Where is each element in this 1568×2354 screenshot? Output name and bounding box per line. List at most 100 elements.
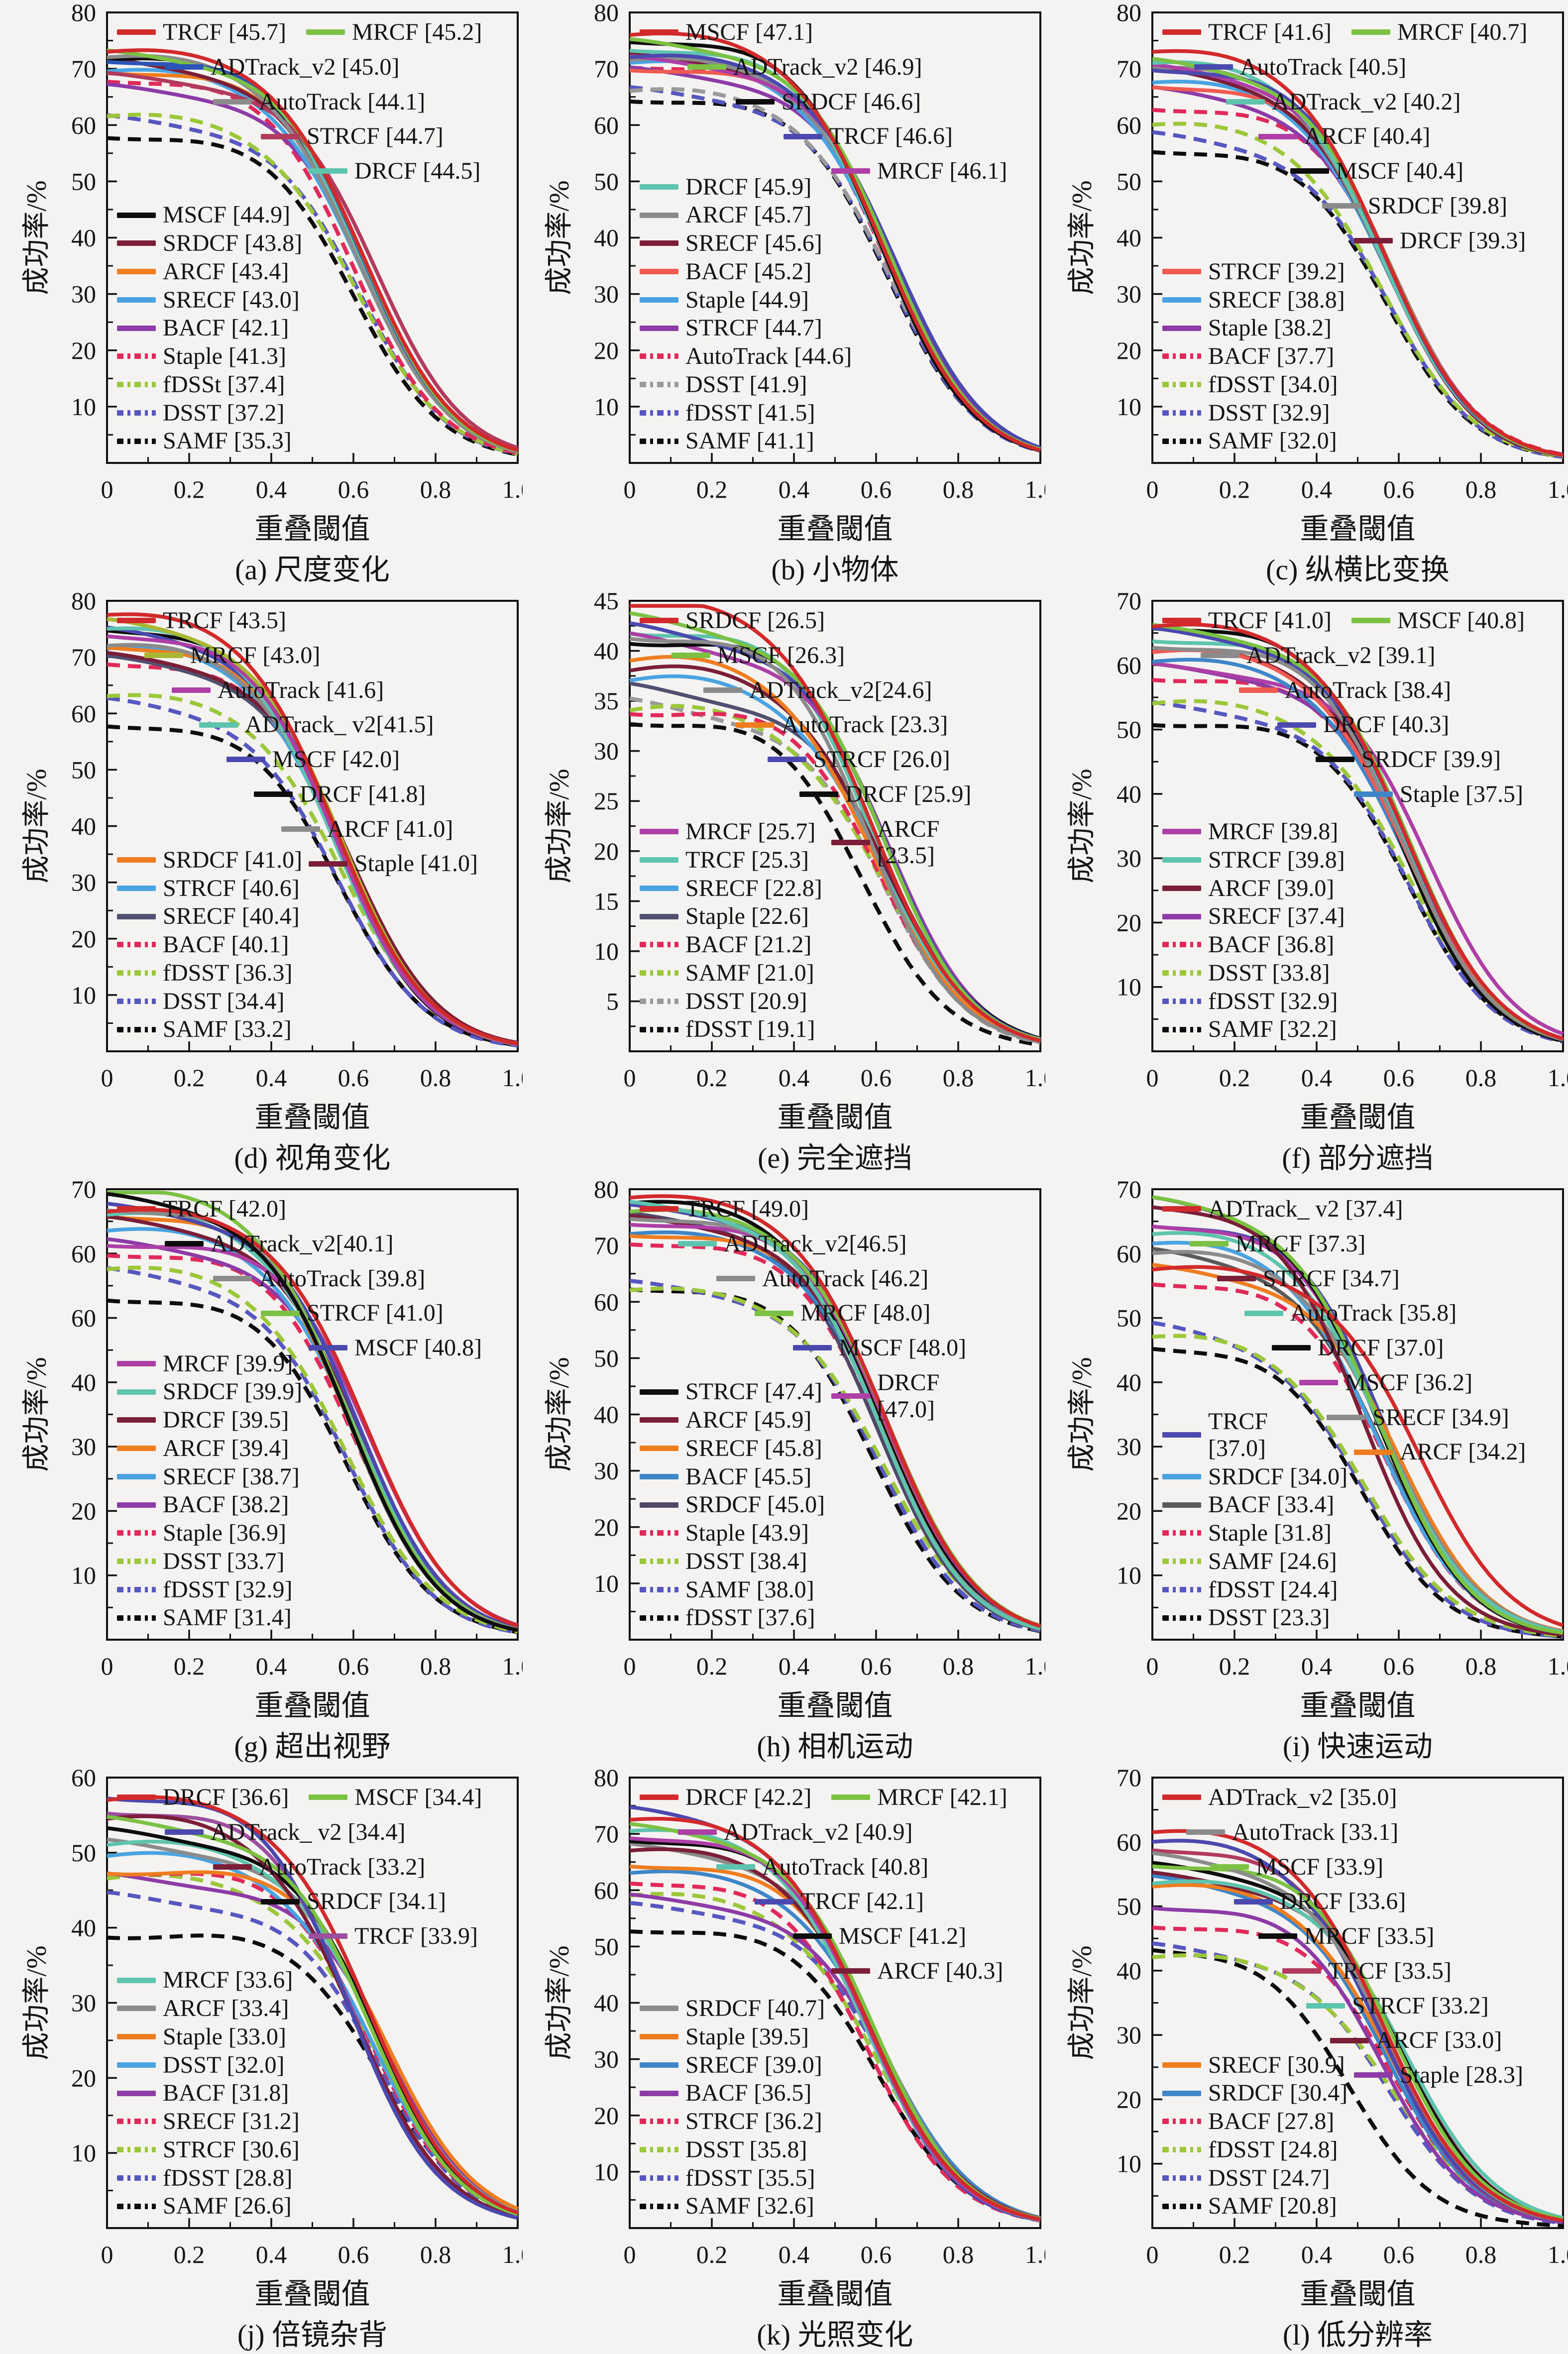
legend-label: AutoTrack [33.1] xyxy=(1232,1818,1399,1845)
line-sample-icon xyxy=(640,2119,678,2125)
legend-label: MSCF [42.0] xyxy=(272,746,400,773)
legend-top-c: TRCF [41.6] MRCF [40.7] AutoTrack [40.5] AD… xyxy=(1162,19,1527,262)
legend-label: ARCF [40.3] xyxy=(877,1957,1004,1984)
legend-entry-a-MSCF: MSCF [44.9] xyxy=(117,202,290,228)
line-sample-icon xyxy=(117,2006,156,2012)
line-sample-icon xyxy=(117,857,156,863)
y-tick-label: 10 xyxy=(71,1562,96,1589)
y-tick-label: 60 xyxy=(594,1288,619,1316)
legend-entry-f-SAMF: SAMF [32.2] xyxy=(1162,1016,1337,1043)
legend-row: DRCF [39.3] xyxy=(1162,227,1527,254)
x-axis-label: 重叠閾值 xyxy=(777,513,893,545)
legend-label: ARCF [45.7] xyxy=(685,202,812,228)
legend-entry-i-STRCF: STRCF [34.7] xyxy=(1217,1265,1400,1292)
legend-entry-h-Staple: Staple [43.9] xyxy=(640,1520,809,1547)
legend-bottom-e: MRCF [25.7] TRCF [25.3] SRECF [22.8] Staple… xyxy=(640,818,822,1044)
y-tick-label: 10 xyxy=(71,2139,96,2167)
legend-entry-l-MSCF: MSCF [33.9] xyxy=(1210,1854,1383,1881)
chart-a-caption: (a) 尺度变化 xyxy=(235,554,390,586)
y-tick-label: 70 xyxy=(1117,1177,1141,1203)
legend-row: MSCF [40.8] xyxy=(117,1335,482,1361)
line-sample-icon xyxy=(687,64,726,70)
legend-entry-i-DRCF: DRCF [37.0] xyxy=(1272,1335,1444,1361)
legend-label: MRCF [33.5] xyxy=(1304,1923,1435,1949)
legend-label: TRCF [41.0] xyxy=(1208,607,1332,634)
legend-entry-a-BACF: BACF [42.1] xyxy=(117,315,289,341)
legend-entry-c-DSST: DSST [32.9] xyxy=(1162,400,1330,427)
legend-row: BACF [36.8] xyxy=(1162,931,1345,958)
y-tick-label: 50 xyxy=(1117,716,1141,744)
curve-k-STRCF xyxy=(629,1881,1041,2223)
legend-row: BACF [33.4] xyxy=(1162,1491,1347,1518)
legend-row: AutoTrack [35.8] xyxy=(1162,1300,1526,1327)
legend-entry-e-SRDCF: SRDCF [26.5] xyxy=(640,607,825,634)
legend-entry-b-AutoTrack: AutoTrack [44.6] xyxy=(640,343,852,370)
line-sample-icon xyxy=(309,861,347,867)
line-sample-icon xyxy=(1162,1794,1201,1800)
line-sample-icon xyxy=(1351,29,1391,35)
curve-c-SAMF xyxy=(1152,150,1564,459)
legend-row: SRECF [45.6] xyxy=(640,230,852,257)
line-sample-icon xyxy=(1226,99,1265,105)
line-sample-icon xyxy=(117,2090,156,2096)
legend-entry-d-fDSST: fDSST [36.3] xyxy=(117,960,292,987)
legend-entry-c-fDSST: fDSST [34.0] xyxy=(1162,371,1338,398)
legend-label: Staple [22.6] xyxy=(685,903,809,930)
curve-e-AutoTrack xyxy=(629,655,1041,1044)
line-sample-icon xyxy=(309,1794,348,1800)
legend-label: DSST [32.0] xyxy=(163,2051,285,2078)
chart-i-caption: (i) 快速运动 xyxy=(1283,1730,1433,1763)
legend-entry-d-SAMF: SAMF [33.2] xyxy=(117,1016,292,1043)
legend-row: STRCF [33.2] xyxy=(1162,1993,1523,2019)
line-sample-icon xyxy=(640,353,678,359)
legend-entry-g-MRCF: MRCF [39.9] xyxy=(117,1350,293,1377)
y-axis-label: 成功率/% xyxy=(1067,1357,1098,1471)
legend-entry-b-SRECF: SRECF [45.6] xyxy=(640,230,822,257)
line-sample-icon xyxy=(640,2175,678,2181)
legend-entry-h-MSCF: MSCF [48.0] xyxy=(793,1335,966,1361)
legend-label: SAMF [31.4] xyxy=(163,1604,292,1631)
x-tick-label: 1.0 xyxy=(1025,1652,1045,1680)
curve-e-MSCF xyxy=(629,611,1041,1041)
chart-g-caption: (g) 超出视野 xyxy=(234,1730,390,1763)
y-tick-label: 10 xyxy=(1117,1562,1141,1589)
legend-row: SRECF [34.9] xyxy=(1162,1404,1526,1431)
x-tick-label: 0.6 xyxy=(861,1064,892,1092)
legend-row: AutoTrack [46.2] xyxy=(640,1265,966,1292)
curve-j-ADTrack_v2 xyxy=(107,1796,518,2220)
y-tick-label: 20 xyxy=(594,837,619,865)
legend-entry-d-MSCF: MSCF [42.0] xyxy=(226,746,400,773)
legend-row: MSCF [48.0] xyxy=(640,1335,966,1361)
legend-label: SRDCF [34.0] xyxy=(1208,1463,1348,1490)
x-tick-label: 0.2 xyxy=(1219,1064,1250,1092)
legend-row: ARCF [43.4] xyxy=(117,258,302,285)
legend-label: DRCF [41.8] xyxy=(300,781,426,807)
chart-h: 10 20 30 40 50 60 70 80 0 0.2 0.4 0.6 0.8 1.0 成功率/% 重叠閾… xyxy=(523,1177,1045,1765)
legend-row: TRCF [37.0] xyxy=(1162,1408,1347,1462)
x-axis-label: 重叠閾值 xyxy=(1300,2278,1415,2310)
legend-label: MRCF [25.7] xyxy=(685,818,816,845)
legend-entry-h-DSST: DSST [38.4] xyxy=(640,1548,807,1575)
line-sample-icon xyxy=(117,1977,156,1983)
legend-entry-b-ARCF: ARCF [45.7] xyxy=(640,202,811,228)
legend-label: Staple [41.0] xyxy=(354,850,478,877)
y-tick-label: 20 xyxy=(71,2064,96,2092)
legend-label: BACF [42.1] xyxy=(163,315,289,341)
legend-row: AutoTrack [44.6] xyxy=(640,343,852,370)
legend-entry-g-SRECF: SRECF [38.7] xyxy=(117,1463,300,1490)
legend-row: DSST [35.8] xyxy=(640,2136,825,2163)
line-sample-icon xyxy=(1210,1864,1249,1870)
legend-row: DSST [33.8] xyxy=(1162,960,1345,987)
legend-entry-l-MRCF: MRCF [33.5] xyxy=(1258,1923,1434,1950)
chart-b-canvas: 10 20 30 40 50 60 70 80 0 0.2 0.4 0.6 0.8 1.0 成功率/% 重叠閾… xyxy=(544,0,1045,586)
legend-label: DRCF [42.2] xyxy=(685,1784,812,1810)
legend-label: fDSST [24.8] xyxy=(1208,2136,1338,2163)
legend-entry-c-STRCF: STRCF [39.2] xyxy=(1162,258,1345,285)
legend-entry-f-MRCF: MRCF [39.8] xyxy=(1162,818,1338,845)
y-tick-label: 50 xyxy=(71,1839,96,1867)
legend-label: STRCF [39.8] xyxy=(1208,846,1345,873)
legend-row: DRCF [44.5] xyxy=(117,158,482,185)
x-axis-label: 重叠閾值 xyxy=(254,2278,370,2310)
legend-entry-l-DSST: DSST [24.7] xyxy=(1162,2165,1330,2192)
y-axis-label: 成功率/% xyxy=(21,1357,52,1471)
